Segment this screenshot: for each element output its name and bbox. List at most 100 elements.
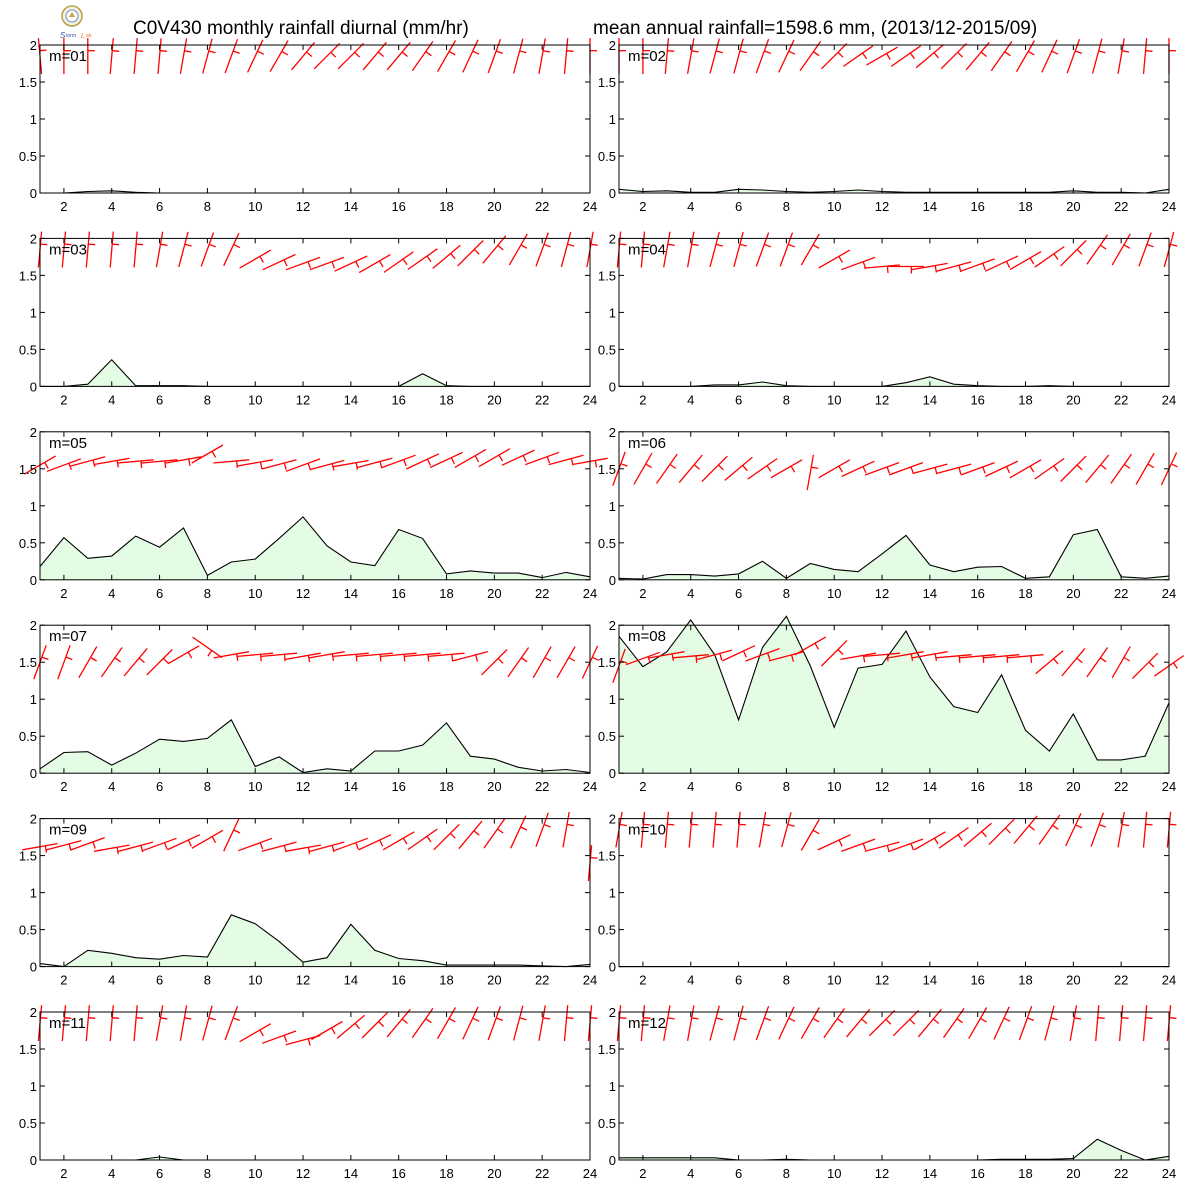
rain-line <box>39 516 591 579</box>
wind-barb-flag <box>886 53 891 60</box>
wind-barb-shaft <box>213 459 250 464</box>
wind-barb <box>1009 251 1042 271</box>
wind-barb <box>1095 1005 1105 1042</box>
wind-barb-shaft <box>888 838 924 853</box>
x-tick-label: 22 <box>1114 1166 1128 1181</box>
wind-barb <box>560 231 575 268</box>
wind-barb-shaft <box>123 647 148 677</box>
wind-barb-shaft <box>285 652 321 661</box>
wind-barb <box>457 240 484 267</box>
rain-line <box>39 914 591 968</box>
wind-barb <box>663 1005 675 1041</box>
y-tick-label: 0.5 <box>598 536 616 551</box>
wind-barb <box>285 652 321 663</box>
wind-barb-shaft <box>1142 1005 1148 1042</box>
wind-barb <box>535 232 551 267</box>
wind-barb-flag <box>719 653 723 661</box>
rain-area <box>40 914 590 967</box>
wind-barb-flag <box>1027 1017 1035 1022</box>
wind-barb <box>800 1007 820 1040</box>
wind-barb-shaft <box>843 45 874 67</box>
wind-barb-flag <box>427 654 430 662</box>
wind-barb <box>508 233 528 266</box>
y-tick-label: 0.5 <box>19 1116 37 1131</box>
x-tick-label: 16 <box>970 973 984 988</box>
y-tick-label: 2 <box>30 1005 37 1020</box>
wind-barb <box>640 811 651 848</box>
wind-barb <box>512 1005 527 1041</box>
wind-barb <box>1090 812 1106 847</box>
x-tick-label: 24 <box>1162 199 1176 214</box>
wind-barb-flag <box>645 463 653 469</box>
wind-barb-shaft <box>380 652 417 658</box>
x-tick-label: 10 <box>248 1166 262 1181</box>
x-tick-label: 2 <box>639 973 646 988</box>
wind-barb-shaft <box>988 818 1015 846</box>
wind-barb-shaft <box>985 460 1019 477</box>
wind-barb-flag <box>232 50 240 55</box>
wind-barb-shaft <box>381 454 416 469</box>
wind-barb-flag <box>1145 823 1153 826</box>
panel-m-04: 00.511.522 4 6 8 10 12 14 16 18 20 22 24m=04 <box>598 231 1178 407</box>
wind-barb-flag <box>643 243 651 246</box>
wind-barb-shaft <box>1060 455 1087 482</box>
wind-barb-flag <box>211 450 217 458</box>
wind-barb-flag <box>885 1018 892 1025</box>
wind-barb-flag <box>184 243 192 247</box>
wind-barb-shaft <box>118 841 154 853</box>
wind-barb-shaft <box>482 235 507 264</box>
wind-barb-shaft <box>411 41 434 72</box>
wind-barb-flag <box>331 1027 336 1035</box>
wind-barb-shaft <box>1035 650 1064 675</box>
plot-frame <box>618 44 1170 194</box>
wind-barb-flag <box>473 830 480 836</box>
wind-barb-shaft <box>291 41 316 71</box>
wind-barb-shaft <box>1066 38 1081 74</box>
wind-barb-shaft <box>733 38 744 74</box>
x-tick-label: 14 <box>344 199 358 214</box>
wind-barb-shaft <box>755 1005 770 1041</box>
wind-barb-flag <box>715 823 723 826</box>
wind-barb-shaft <box>709 1005 720 1041</box>
wind-barb-flag <box>426 835 432 843</box>
wind-barb-shaft <box>483 818 506 849</box>
wind-barb-flag <box>982 262 986 271</box>
wind-barb <box>411 1008 434 1039</box>
wind-barb-shaft <box>800 818 820 851</box>
wind-barb-shaft <box>100 647 123 678</box>
wind-barb-flag <box>402 837 408 845</box>
wind-barb-shaft <box>478 448 511 468</box>
wind-barb-flag <box>1123 244 1131 249</box>
wind-barb <box>755 38 772 74</box>
wind-barb <box>1142 38 1153 75</box>
plot-frame <box>618 237 1170 387</box>
wind-barb-flag <box>379 839 384 847</box>
y-tick-label: 1.5 <box>19 462 37 477</box>
wind-barb <box>911 262 948 273</box>
wind-barb-flag <box>1100 657 1107 663</box>
wind-barb <box>224 38 240 74</box>
wind-barb-flag <box>862 261 867 269</box>
wind-barb <box>334 255 368 272</box>
wind-barb-flag <box>958 264 962 273</box>
rain-area <box>40 516 590 580</box>
wind-barb-shaft <box>1118 1005 1124 1042</box>
wind-barb-shaft <box>648 651 685 659</box>
wind-barb-shaft <box>510 815 527 849</box>
wind-barb-shaft <box>840 838 876 853</box>
wind-barb <box>202 38 216 74</box>
wind-barb-shaft <box>46 458 82 472</box>
wind-barb-shaft <box>633 452 653 485</box>
y-tick-label: 0.5 <box>19 342 37 357</box>
rain-area <box>40 719 590 774</box>
y-tick-label: 1 <box>609 1079 616 1094</box>
wind-barb <box>818 459 851 479</box>
wind-barb-shaft <box>512 1005 524 1041</box>
wind-barb-flag <box>160 1017 168 1020</box>
x-tick-label: 4 <box>687 199 694 214</box>
wind-barb <box>237 459 274 469</box>
x-tick-label: 14 <box>923 586 937 601</box>
x-tick-label: 8 <box>204 586 211 601</box>
wind-barb-shaft <box>936 463 972 475</box>
y-tick-label: 1.5 <box>598 462 616 477</box>
